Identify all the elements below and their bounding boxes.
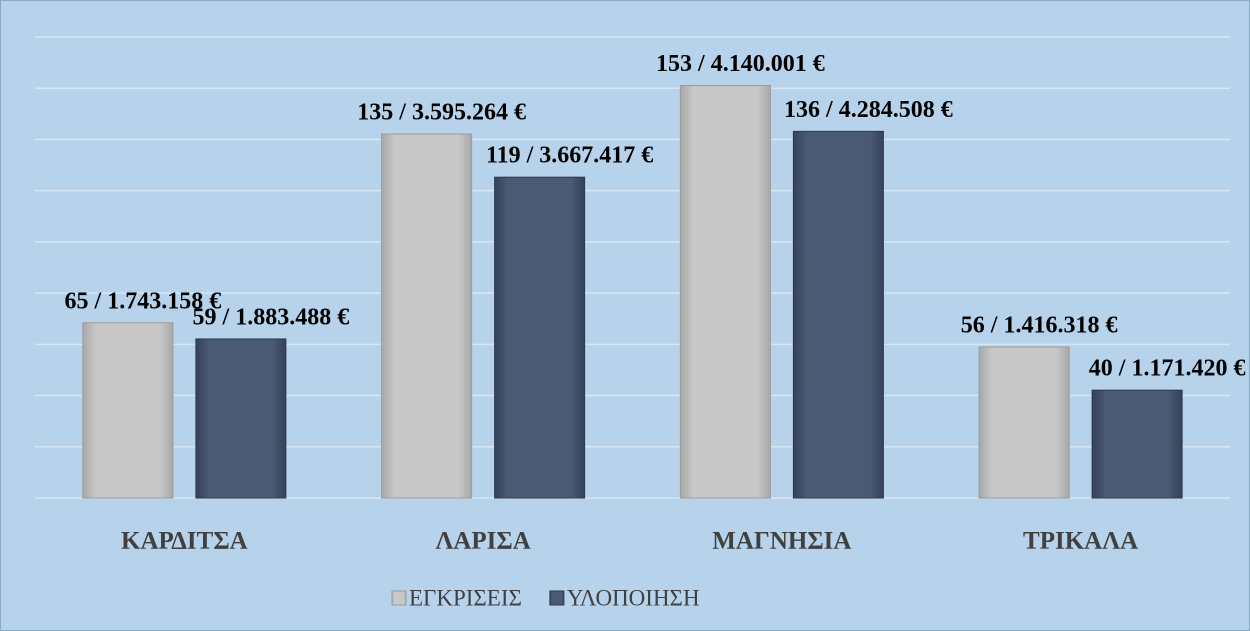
data-label: 136 / 4.284.508 €	[784, 97, 953, 123]
bar	[1091, 389, 1183, 499]
bar	[494, 176, 586, 499]
data-label: 40 / 1.171.420 €	[1089, 356, 1246, 382]
x-tick-label: ΜΑΓΝΗΣΙΑ	[712, 528, 851, 555]
x-tick-label: ΛΑΡΙΣΑ	[435, 528, 530, 555]
data-label: 119 / 3.667.417 €	[486, 143, 653, 169]
data-label: 56 / 1.416.318 €	[961, 313, 1118, 339]
data-label: 59 / 1.883.488 €	[193, 304, 350, 330]
bar	[195, 338, 287, 499]
legend-label: ΕΓΚΡΙΣΕΙΣ	[409, 585, 522, 610]
bar	[82, 322, 174, 499]
bar	[679, 85, 771, 499]
x-tick-label: ΤΡΙΚΑΛΑ	[1023, 528, 1138, 555]
legend-label: ΥΛΟΠΟΙΗΣΗ	[567, 585, 700, 610]
x-tick-label: ΚΑΡΔΙΤΣΑ	[121, 528, 248, 555]
bar	[381, 133, 473, 499]
data-label: 65 / 1.743.158 €	[65, 288, 222, 314]
legend-swatch	[391, 590, 407, 606]
data-label: 153 / 4.140.001 €	[656, 51, 825, 77]
bar	[792, 130, 884, 499]
bar	[978, 346, 1070, 499]
data-label: 135 / 3.595.264 €	[357, 100, 526, 126]
legend-swatch	[549, 590, 565, 606]
